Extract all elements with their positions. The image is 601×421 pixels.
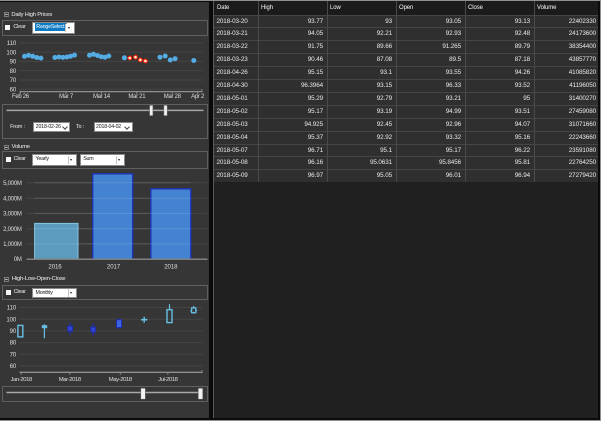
svg-text:2016: 2016 bbox=[48, 264, 62, 271]
svg-text:4,000M: 4,000M bbox=[3, 196, 22, 202]
svg-text:80: 80 bbox=[10, 340, 17, 347]
svg-text:2018: 2018 bbox=[164, 264, 178, 271]
svg-text:100: 100 bbox=[6, 316, 17, 323]
svg-text:110: 110 bbox=[7, 40, 17, 47]
svg-text:Mar 21: Mar 21 bbox=[128, 94, 146, 100]
svg-text:70: 70 bbox=[10, 77, 17, 84]
svg-text:60: 60 bbox=[10, 363, 17, 370]
svg-text:110: 110 bbox=[7, 305, 17, 312]
svg-text:80: 80 bbox=[10, 68, 17, 75]
svg-text:Mar 7: Mar 7 bbox=[59, 94, 74, 100]
svg-text:3,000M: 3,000M bbox=[3, 212, 22, 218]
svg-text:2017: 2017 bbox=[107, 264, 121, 271]
svg-text:70: 70 bbox=[10, 351, 17, 358]
svg-text:90: 90 bbox=[10, 59, 17, 66]
svg-text:Feb 26: Feb 26 bbox=[12, 94, 30, 100]
svg-text:100: 100 bbox=[6, 49, 17, 56]
svg-text:Mar 28: Mar 28 bbox=[164, 94, 182, 100]
svg-text:2,000M: 2,000M bbox=[3, 227, 22, 233]
svg-text:60: 60 bbox=[10, 86, 17, 93]
svg-text:Mar-2018: Mar-2018 bbox=[59, 377, 82, 383]
svg-text:5,000M: 5,000M bbox=[3, 181, 22, 187]
svg-text:Jul-2018: Jul-2018 bbox=[158, 377, 179, 383]
svg-text:Apr 2: Apr 2 bbox=[191, 94, 205, 100]
svg-text:Jan-2018: Jan-2018 bbox=[11, 377, 33, 383]
svg-text:May-2018: May-2018 bbox=[109, 377, 133, 383]
svg-text:Mar 14: Mar 14 bbox=[93, 94, 111, 100]
svg-text:1,000M: 1,000M bbox=[3, 242, 22, 248]
svg-text:90: 90 bbox=[10, 328, 17, 335]
svg-text:0M: 0M bbox=[14, 257, 22, 263]
